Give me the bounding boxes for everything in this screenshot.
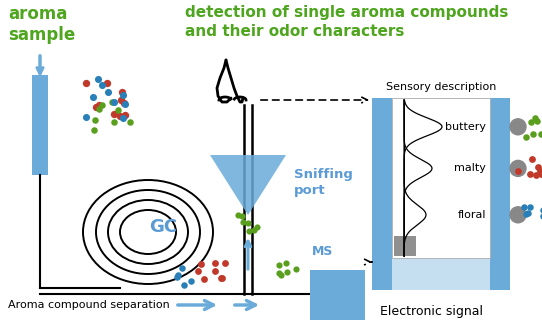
Point [528,131,537,136]
Point [531,116,539,121]
Text: detection of single aroma compounds
and their odor characters: detection of single aroma compounds and … [185,5,508,39]
Bar [394,236,416,256]
Point [104,90,113,95]
Point [109,120,118,125]
Point [274,271,283,276]
Point [244,220,253,225]
Bar [490,98,510,290]
Point [539,213,542,219]
Point [97,102,106,108]
Point [172,274,181,279]
Text: Electronic signal: Electronic signal [380,305,483,318]
Point [217,276,225,281]
Point [292,266,300,272]
Polygon shape [210,155,286,215]
Point [179,283,188,288]
Bar [310,270,365,320]
Point [88,94,97,99]
Text: malty: malty [454,163,486,173]
Point [211,268,220,273]
Point [526,119,535,124]
Text: Aroma compound separation: Aroma compound separation [8,300,170,310]
Text: MS: MS [312,245,333,258]
Point [534,164,542,170]
Point [537,131,542,137]
Point [281,260,290,265]
Point [249,227,258,232]
Point [82,81,91,86]
Point [199,277,208,282]
Text: buttery: buttery [445,122,486,132]
Point [524,210,533,216]
Circle shape [510,119,526,135]
Text: Sniffing
port: Sniffing port [294,168,353,197]
Text: Sensory description: Sensory description [386,82,496,92]
Point [109,111,118,116]
Point [120,101,129,106]
Point [239,219,248,224]
Circle shape [510,207,526,223]
Point [102,81,111,86]
Point [119,116,127,121]
Point [276,273,285,278]
Point [521,212,530,217]
Point [173,272,182,278]
Point [110,100,119,105]
Point [519,204,528,209]
Point [253,225,262,230]
Point [98,83,107,88]
Point [186,279,195,284]
Point [526,205,535,210]
Point [537,172,542,177]
Point [211,261,220,266]
Bar [392,98,490,258]
Point [90,127,99,132]
Point [521,134,530,139]
Text: GC: GC [149,218,177,236]
Point [118,92,127,98]
Point [197,261,205,267]
Point [531,172,540,178]
Point [221,260,229,266]
Point [514,168,522,174]
Point [118,89,126,95]
Point [528,157,537,162]
Point [533,118,542,123]
Point [282,269,291,274]
Point [95,102,104,108]
Point [95,107,104,112]
Point [92,105,100,110]
Bar [372,98,392,290]
Point [125,119,134,124]
Point [244,229,253,234]
Circle shape [510,160,526,176]
Point [116,113,125,119]
Point [117,97,125,102]
Text: aroma
sample: aroma sample [8,5,75,44]
Bar [372,258,510,290]
Point [218,276,227,281]
Point [121,112,130,118]
Point [538,207,542,212]
Point [113,108,122,113]
Point [274,262,283,267]
Point [120,100,129,105]
Point [525,171,534,177]
Point [178,266,186,271]
Point [233,212,242,218]
Text: floral: floral [457,210,486,220]
Point [93,76,102,82]
Point [82,114,91,119]
Point [107,100,116,105]
Point [237,213,246,219]
Point [91,118,99,123]
Bar [32,75,48,175]
Point [536,169,542,174]
Point [194,268,203,274]
